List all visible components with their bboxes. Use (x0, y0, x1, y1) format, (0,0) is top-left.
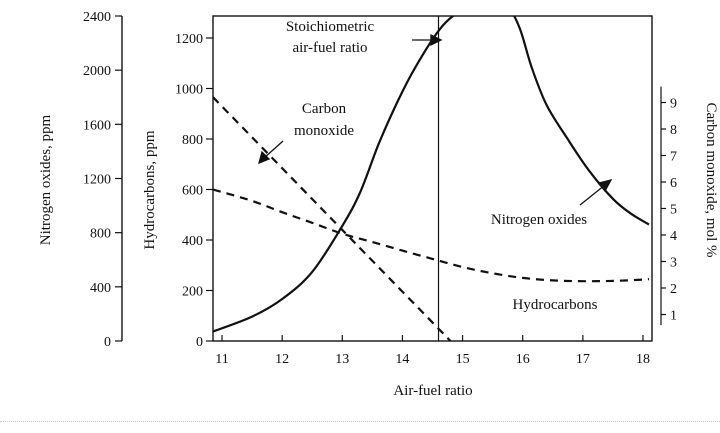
nox-tick-label: 1200 (83, 173, 111, 188)
x-tick-label: 16 (516, 352, 530, 367)
co-tick-label: 2 (670, 282, 677, 297)
arrowhead-carbon-monoxide (258, 150, 271, 165)
bottom-dotted-rule (0, 421, 720, 422)
annotation-arrows (258, 33, 613, 206)
plot-frame (212, 15, 653, 342)
co-tick-label: 8 (670, 123, 677, 138)
x-tick-label: 18 (636, 352, 650, 367)
series-line-hydrocarbons (213, 188, 650, 283)
nox-tick-label: 1600 (83, 118, 111, 133)
nox-axis-title: Nitrogen oxides, ppm (38, 114, 54, 245)
arrowhead-nitrogen-oxides (597, 179, 613, 193)
co-tick-label: 5 (670, 203, 677, 218)
co-tick-label: 9 (670, 97, 677, 112)
hc-tick-label: 600 (182, 184, 203, 199)
co-tick-label: 3 (670, 256, 677, 271)
annotation-carbon-monoxide-line1: Carbon (302, 101, 347, 117)
hc-tick-label: 1000 (175, 83, 203, 98)
x-tick-label: 15 (456, 352, 470, 367)
hc-axis-title: Hydrocarbons, ppm (142, 130, 158, 249)
co-axis-title: Carbon monoxide, mol % (703, 103, 719, 258)
series-line-carbon-monoxide (213, 96, 452, 341)
x-tick-label: 17 (576, 352, 590, 367)
co-tick-label: 1 (670, 309, 677, 324)
nox-tick-label: 800 (90, 227, 111, 242)
hc-tick-label: 800 (182, 133, 203, 148)
series-layer (213, 16, 650, 341)
nox-tick-label: 400 (90, 281, 111, 296)
arrowhead-stoichiometric (430, 33, 443, 47)
nox-tick-label: 0 (104, 335, 111, 350)
annotation-nitrogen-oxides: Nitrogen oxides (491, 212, 587, 228)
x-tick-label: 14 (395, 352, 409, 367)
series-line-nitrogen-oxides (213, 16, 650, 333)
hc-tick-label: 1200 (175, 32, 203, 47)
co-tick-label: 6 (670, 176, 677, 191)
arrow-nitrogen-oxides (579, 184, 606, 206)
hc-tick-label: 0 (196, 335, 203, 350)
co-tick-label: 7 (670, 150, 677, 165)
nox-tick-label: 2400 (83, 10, 111, 25)
x-tick-label: 12 (275, 352, 289, 367)
arrow-carbon-monoxide (263, 140, 284, 159)
annotation-stoichiometric-line1: Stoichiometric (286, 19, 375, 35)
annotation-stoichiometric-line2: air-fuel ratio (292, 40, 367, 56)
annotation-carbon-monoxide-line2: monoxide (294, 123, 354, 139)
co-tick-label: 4 (670, 229, 677, 244)
x-tick-label: 13 (335, 352, 349, 367)
axes-layer: 11 12 13 14 15 16 17 18040080012001600200024000… (83, 10, 677, 367)
hc-tick-label: 200 (182, 285, 203, 300)
annotation-hydrocarbons: Hydrocarbons (513, 297, 598, 313)
hc-tick-label: 400 (182, 234, 203, 249)
x-axis-title: Air-fuel ratio (393, 383, 472, 399)
nox-tick-label: 2000 (83, 64, 111, 79)
x-tick-label: 11 (215, 352, 228, 367)
